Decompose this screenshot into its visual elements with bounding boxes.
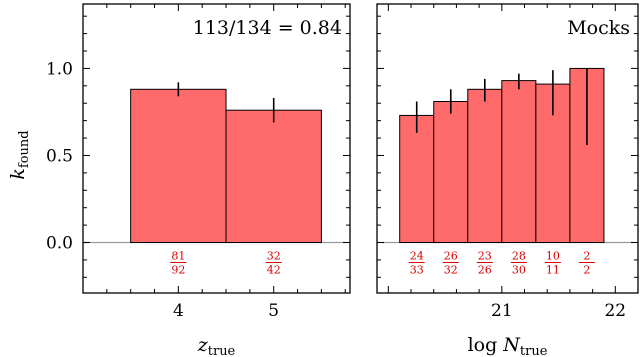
fraction-denominator-0: 33: [410, 264, 424, 277]
x-axis-label: ztrue: [197, 334, 236, 357]
panel-annotation: 113/134 = 0.84: [193, 17, 342, 39]
x-tick-label-1: 5: [268, 301, 279, 321]
plot-frame: [82, 3, 351, 294]
fraction-denominator-1: 42: [267, 264, 281, 277]
fraction-denominator-5: 2: [583, 264, 590, 277]
y-tick-label-0: 0.0: [46, 234, 73, 254]
y-tick-label-2: 1.0: [46, 59, 73, 79]
bar-1: [433, 100, 469, 244]
fraction-numerator-3: 28: [512, 250, 526, 263]
fraction-numerator-1: 32: [267, 250, 281, 263]
fraction-numerator-0: 81: [171, 250, 185, 263]
fraction-denominator-3: 30: [512, 264, 526, 277]
plot-frame: [376, 3, 639, 294]
bar-0: [130, 88, 227, 244]
x-tick-label-0: 21: [491, 301, 513, 321]
fraction-numerator-0: 24: [410, 250, 424, 263]
x-tick-label-0: 4: [173, 301, 184, 321]
panel-annotation: Mocks: [567, 17, 630, 39]
fraction-numerator-2: 23: [478, 250, 492, 263]
fraction-denominator-2: 26: [478, 264, 492, 277]
y-axis-label: kfound: [7, 130, 32, 179]
fraction-numerator-4: 10: [546, 250, 560, 263]
y-axis-label-subscript: found: [17, 130, 32, 168]
y-tick-label-1: 0.5: [46, 146, 73, 166]
fraction-numerator-5: 2: [583, 250, 590, 263]
fraction-denominator-1: 32: [444, 264, 458, 277]
x-tick-label-1: 22: [604, 301, 626, 321]
bar-2: [467, 88, 503, 244]
bar-3: [501, 80, 537, 244]
bar-1: [225, 109, 322, 244]
fraction-denominator-0: 92: [171, 264, 185, 277]
fraction-numerator-1: 26: [444, 250, 458, 263]
x-axis-label: log Ntrue: [468, 334, 548, 357]
bar-0: [399, 114, 435, 244]
fraction-denominator-4: 11: [546, 264, 560, 277]
